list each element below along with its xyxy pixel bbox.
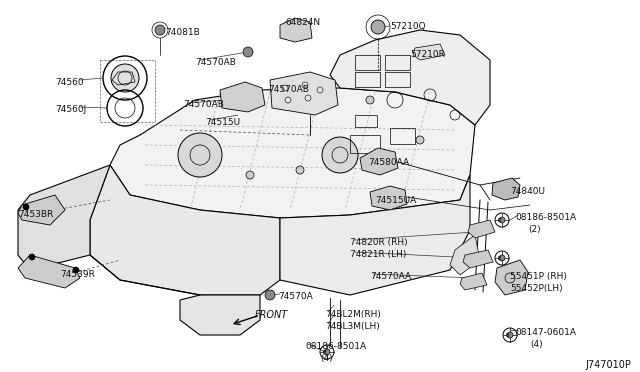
Text: B: B: [506, 333, 509, 338]
Circle shape: [265, 290, 275, 300]
Text: B: B: [497, 256, 500, 261]
Text: (2): (2): [528, 225, 541, 234]
Text: 74560J: 74560J: [55, 105, 86, 114]
Polygon shape: [492, 178, 520, 200]
Text: 74570A: 74570A: [278, 292, 313, 301]
Polygon shape: [220, 82, 265, 112]
Text: 74081B: 74081B: [165, 28, 200, 37]
Text: 74820R (RH): 74820R (RH): [350, 238, 408, 247]
Text: 74515U: 74515U: [205, 118, 240, 127]
Polygon shape: [370, 186, 407, 210]
Text: 74560: 74560: [55, 78, 84, 87]
Circle shape: [376, 166, 384, 174]
Polygon shape: [270, 72, 338, 115]
Circle shape: [246, 171, 254, 179]
Bar: [100, 60, 155, 122]
Bar: [385, 72, 410, 87]
Polygon shape: [180, 295, 260, 335]
Text: B: B: [497, 218, 500, 223]
Text: 64824N: 64824N: [285, 18, 320, 27]
Circle shape: [499, 255, 505, 261]
Text: 74570AA: 74570AA: [370, 272, 411, 281]
Polygon shape: [460, 273, 487, 290]
Text: 74BL2M(RH): 74BL2M(RH): [325, 310, 381, 319]
Circle shape: [243, 47, 253, 57]
Circle shape: [23, 204, 29, 210]
Text: 74BL3M(LH): 74BL3M(LH): [325, 322, 380, 331]
Circle shape: [316, 91, 324, 99]
Text: 74840U: 74840U: [510, 187, 545, 196]
Text: J747010P: J747010P: [585, 360, 631, 370]
Circle shape: [226, 101, 234, 109]
Circle shape: [507, 332, 513, 338]
Circle shape: [416, 136, 424, 144]
Circle shape: [155, 25, 165, 35]
Circle shape: [366, 96, 374, 104]
Circle shape: [371, 20, 385, 34]
Polygon shape: [463, 250, 493, 268]
Polygon shape: [110, 88, 475, 218]
Text: 08147-0601A: 08147-0601A: [515, 328, 576, 337]
Bar: [390, 128, 415, 144]
Circle shape: [29, 254, 35, 260]
Polygon shape: [360, 148, 398, 175]
Text: 57210R: 57210R: [410, 50, 445, 59]
Text: B: B: [323, 350, 326, 355]
Text: 57210Q: 57210Q: [390, 22, 426, 31]
Polygon shape: [18, 255, 80, 288]
Text: 55451P (RH): 55451P (RH): [510, 272, 567, 281]
Text: 74570AB: 74570AB: [183, 100, 224, 109]
Text: FRONT: FRONT: [255, 310, 288, 320]
Text: 7453BR: 7453BR: [18, 210, 53, 219]
Circle shape: [111, 64, 139, 92]
Circle shape: [322, 137, 358, 173]
Circle shape: [73, 267, 79, 273]
Text: 08186-8501A: 08186-8501A: [515, 213, 576, 222]
Text: 74821R (LH): 74821R (LH): [350, 250, 406, 259]
Text: (4): (4): [320, 354, 333, 363]
Text: 74570AB: 74570AB: [268, 85, 309, 94]
Bar: [355, 55, 380, 70]
Polygon shape: [18, 165, 110, 270]
Polygon shape: [330, 30, 490, 125]
Polygon shape: [90, 165, 280, 295]
Text: 74539R: 74539R: [60, 270, 95, 279]
Text: (4): (4): [530, 340, 543, 349]
Text: 74580AA: 74580AA: [368, 158, 409, 167]
Polygon shape: [413, 44, 445, 60]
Polygon shape: [280, 18, 312, 42]
Text: 74570AB: 74570AB: [195, 58, 236, 67]
Text: 74515UA: 74515UA: [375, 196, 416, 205]
Bar: [350, 135, 380, 153]
Circle shape: [296, 166, 304, 174]
Polygon shape: [495, 260, 528, 295]
Bar: [355, 72, 380, 87]
Bar: [385, 55, 410, 70]
Circle shape: [276, 96, 284, 104]
Circle shape: [324, 349, 330, 355]
Circle shape: [499, 217, 505, 223]
Polygon shape: [280, 175, 470, 295]
Polygon shape: [450, 235, 480, 275]
Circle shape: [178, 133, 222, 177]
Polygon shape: [18, 195, 65, 225]
Bar: [355, 115, 377, 127]
Text: 08186-8501A: 08186-8501A: [305, 342, 366, 351]
Text: 55452P(LH): 55452P(LH): [510, 284, 563, 293]
Polygon shape: [468, 220, 495, 238]
